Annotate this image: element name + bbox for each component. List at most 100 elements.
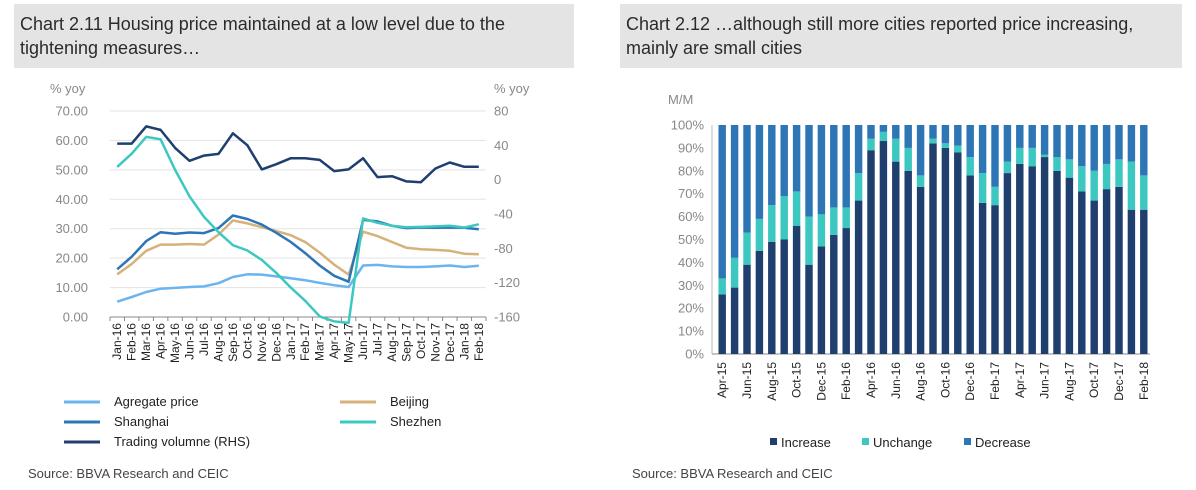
legend-label: Trading volumne (RHS): [114, 434, 250, 449]
right-chart-source: Source: BBVA Research and CEIC: [632, 466, 833, 481]
x-tick-label: Feb-18: [1137, 362, 1151, 400]
x-tick-label: Apr-17: [1013, 362, 1027, 398]
bar-decrease: [805, 125, 813, 217]
x-tick-label: Jun-16: [889, 362, 903, 399]
bar-increase: [966, 175, 974, 354]
bar-increase: [805, 264, 813, 354]
bar-increase: [830, 234, 838, 354]
bar-increase: [867, 150, 875, 354]
bar-unchange: [892, 138, 900, 162]
bar-decrease: [1003, 125, 1012, 162]
series-line-shezhen: [116, 135, 480, 325]
bar-decrease: [730, 125, 739, 258]
x-tick-label: Aug-17: [385, 323, 399, 362]
bar-decrease: [1065, 125, 1074, 160]
legend-swatch: [964, 438, 971, 445]
bar-unchange: [730, 257, 739, 288]
left-y-tick-label: 60.00: [55, 133, 88, 148]
y-tick-label: 20%: [678, 301, 704, 316]
left-chart-panel: Chart 2.11 Housing price maintained at a…: [14, 0, 574, 490]
bar-unchange: [1065, 159, 1074, 178]
x-tick-label: Dec-17: [443, 323, 457, 362]
bar-unchange: [830, 207, 838, 235]
bar-increase: [954, 152, 962, 354]
bar-unchange: [966, 157, 974, 176]
bar-increase: [916, 186, 925, 354]
x-tick-label: Jan-17: [284, 323, 298, 360]
x-tick-label: Dec-17: [1112, 362, 1126, 401]
bar-decrease: [1016, 125, 1024, 148]
bar-unchange: [941, 143, 950, 148]
bar-unchange: [916, 175, 925, 187]
x-tick-label: Jun-15: [740, 362, 754, 399]
left-y-tick-label: 50.00: [55, 162, 88, 177]
x-tick-label: Aug-15: [765, 362, 779, 401]
x-tick-label: Aug-16: [914, 362, 928, 401]
left-chart-title-box: Chart 2.11 Housing price maintained at a…: [14, 4, 574, 68]
y-tick-label: 60%: [678, 209, 704, 224]
bar-decrease: [941, 125, 950, 144]
bar-unchange: [755, 218, 764, 251]
x-tick-label: Oct-15: [790, 362, 804, 398]
bar-unchange: [1016, 147, 1024, 164]
bar-decrease: [1053, 125, 1061, 158]
legend-swatch: [770, 438, 777, 445]
bar-increase: [1140, 209, 1148, 354]
bar-increase: [978, 202, 987, 354]
x-tick-label: Jun-17: [1038, 362, 1052, 399]
x-tick-label: Nov-17: [428, 323, 442, 362]
bar-decrease: [879, 125, 888, 132]
bar-decrease: [1140, 125, 1148, 176]
bar-increase: [792, 225, 801, 354]
bar-unchange: [1127, 161, 1136, 210]
bar-decrease: [842, 125, 850, 208]
bar-increase: [1016, 163, 1024, 354]
bar-unchange: [854, 173, 863, 201]
bar-increase: [1065, 177, 1074, 354]
left-chart-title: Chart 2.11 Housing price maintained at a…: [20, 14, 505, 58]
bar-decrease: [978, 125, 987, 174]
x-tick-label: Aug-17: [1062, 362, 1076, 401]
bar-decrease: [817, 125, 826, 215]
y-tick-label: 0%: [685, 347, 704, 362]
bar-decrease: [1028, 125, 1036, 148]
x-tick-label: Apr-17: [327, 323, 341, 359]
left-y-tick-label: 30.00: [55, 221, 88, 236]
x-tick-label: Sep-16: [226, 323, 240, 362]
bar-unchange: [805, 216, 813, 265]
bar-unchange: [867, 138, 875, 151]
left-line-chart: % yoy % yoy 0.00 10.00 20.00 30.00 40.00 50.00 6…: [50, 81, 530, 449]
bar-unchange: [743, 232, 751, 265]
bar-decrease: [1090, 125, 1098, 171]
bar-unchange: [1140, 175, 1148, 210]
x-tick-label: Jun-17: [356, 323, 370, 360]
bar-unchange: [1115, 159, 1123, 187]
bar-decrease: [1115, 125, 1123, 160]
y-tick-label: 90%: [678, 140, 704, 155]
legend-label: Decrease: [975, 435, 1031, 450]
x-tick-label: Aug-16: [211, 323, 225, 362]
x-tick-label: Apr-15: [715, 362, 729, 398]
bar-decrease: [966, 125, 974, 158]
y-tick-label: 10%: [678, 324, 704, 339]
x-tick-label: Feb-17: [988, 362, 1002, 400]
right-y-tick-label: -160: [494, 310, 520, 325]
x-tick-label: Jul-17: [371, 323, 385, 356]
bar-decrease: [718, 125, 726, 279]
right-y-tick-label: -40: [494, 207, 513, 222]
x-tick-label: Feb-16: [125, 323, 139, 361]
bar-increase: [780, 239, 788, 354]
left-y-axis-label: % yoy: [50, 81, 86, 96]
x-tick-label: Apr-16: [864, 362, 878, 398]
bar-increase: [1115, 186, 1123, 354]
left-chart-source: Source: BBVA Research and CEIC: [28, 466, 229, 481]
bar-increase: [1053, 170, 1061, 354]
bar-unchange: [842, 207, 850, 229]
bar-increase: [854, 200, 863, 354]
bar-increase: [879, 141, 888, 354]
bar-increase: [817, 246, 826, 354]
bar-unchange: [954, 145, 962, 153]
x-tick-label: Oct-17: [414, 323, 428, 359]
y-axis-label: M/M: [668, 92, 693, 107]
left-y-tick-label: 0.00: [63, 310, 88, 325]
